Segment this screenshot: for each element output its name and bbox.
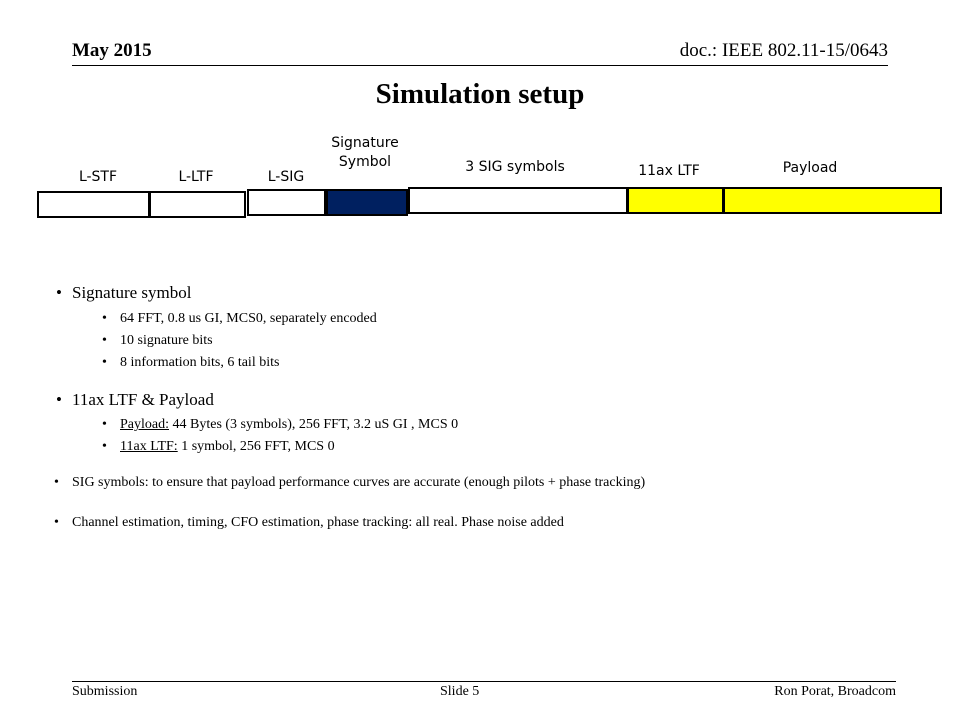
field-payload: [723, 187, 942, 214]
bullet-sig-symbols: SIG symbols: to ensure that payload perf…: [54, 472, 912, 494]
sub-bullet: 8 information bits, 6 tail bits: [102, 352, 912, 374]
label-3-sig-symbols: 3 SIG symbols: [465, 159, 565, 175]
field-11ax-ltf: [627, 187, 724, 214]
header-divider: [72, 65, 888, 66]
field-3-sig-symbols: [408, 187, 628, 214]
slide-title: Simulation setup: [375, 78, 585, 110]
ltf-key: 11ax LTF:: [120, 439, 178, 454]
bullet-channel-estimation: Channel estimation, timing, CFO estimati…: [54, 512, 912, 534]
sub-bullet-ltf: 11ax LTF: 1 symbol, 256 FFT, MCS 0: [102, 436, 912, 458]
footer-slide-number: Slide 5: [440, 684, 480, 699]
sub-bullet: 64 FFT, 0.8 us GI, MCS0, separately enco…: [102, 308, 912, 330]
sub-bullet-payload: Payload: 44 Bytes (3 symbols), 256 FFT, …: [102, 414, 912, 436]
footer-divider: [72, 681, 896, 682]
label-signature-line1: Signature: [331, 135, 399, 151]
ltf-value: 1 symbol, 256 FFT, MCS 0: [177, 439, 335, 454]
field-lsig: [247, 189, 326, 216]
label-lltf: L-LTF: [178, 169, 214, 185]
label-11ax-ltf: 11ax LTF: [638, 163, 700, 179]
footer-author: Ron Porat, Broadcom: [774, 684, 896, 699]
bullet-ltf-payload: 11ax LTF & Payload: [56, 389, 912, 411]
label-payload: Payload: [782, 160, 838, 176]
bullet-signature-symbol: Signature symbol: [56, 282, 912, 304]
footer-submission: Submission: [72, 684, 138, 699]
payload-key: Payload:: [120, 417, 169, 432]
payload-value: 44 Bytes (3 symbols), 256 FFT, 3.2 uS GI…: [169, 417, 459, 432]
field-signature-symbol: [326, 189, 408, 216]
label-lsig: L-SIG: [267, 169, 305, 185]
label-signature-symbol: Signature Symbol: [318, 134, 412, 172]
field-lstf: [37, 191, 150, 218]
field-lltf: [149, 191, 246, 218]
header-date: May 2015: [72, 40, 152, 61]
sub-bullet: 10 signature bits: [102, 330, 912, 352]
header-doc-id: doc.: IEEE 802.11-15/0643: [679, 40, 888, 61]
label-lstf: L-STF: [78, 169, 118, 185]
bullet-list: Signature symbol 64 FFT, 0.8 us GI, MCS0…: [54, 282, 912, 534]
label-signature-line2: Symbol: [338, 154, 392, 170]
